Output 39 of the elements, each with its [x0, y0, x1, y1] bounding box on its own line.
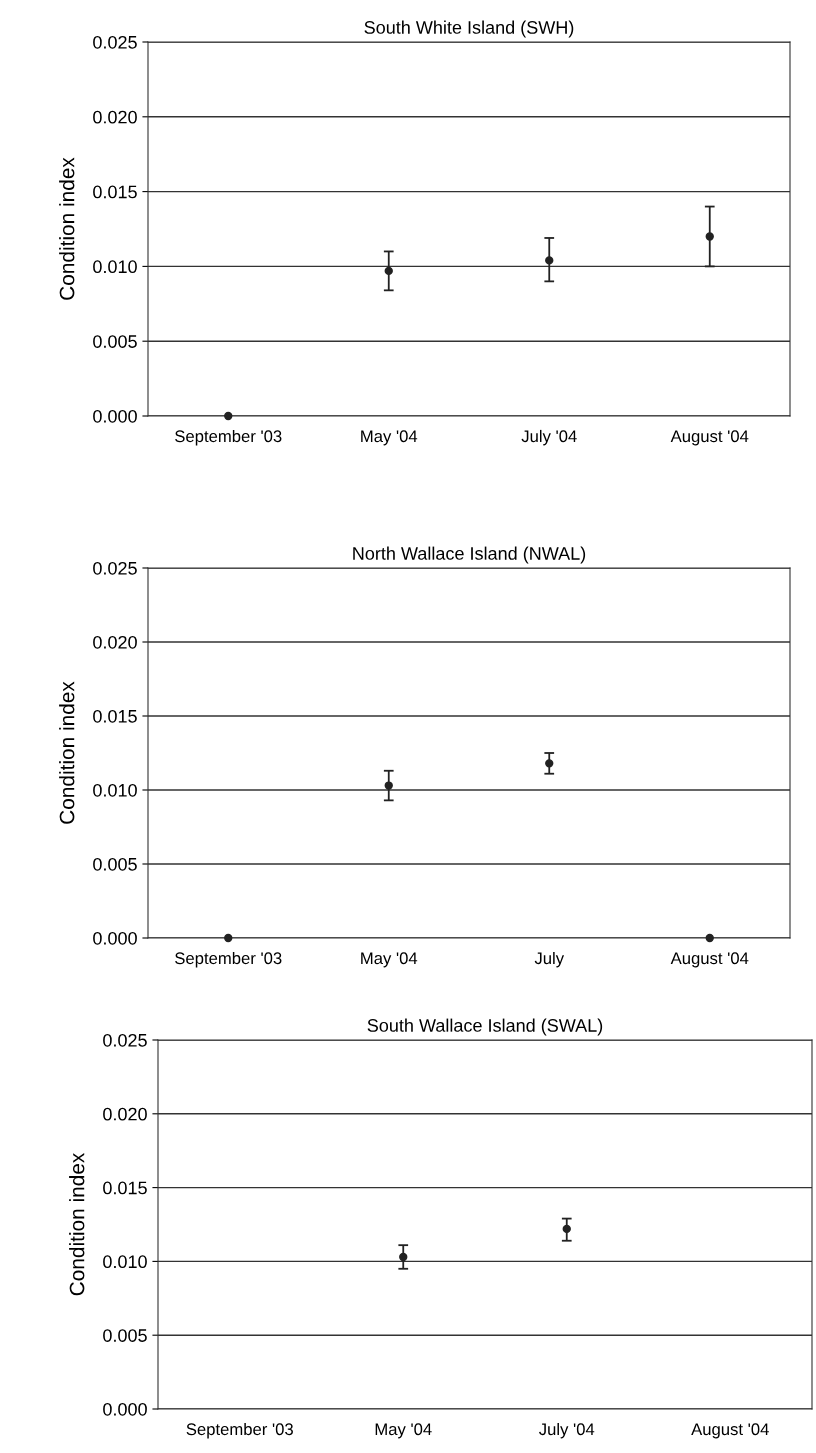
y-tick-label: 0.005: [93, 857, 137, 871]
chart-title: South Wallace Island (SWAL): [367, 1018, 603, 1036]
x-tick-label: September '03: [175, 429, 282, 446]
x-tick-label: May '04: [361, 430, 418, 446]
y-tick-label: 0.000: [93, 409, 137, 423]
y-axis-title: Condition index: [59, 681, 75, 824]
y-tick-label: 0.020: [103, 1107, 147, 1121]
y-tick-label: 0.015: [103, 1181, 147, 1195]
x-tick-label: August '04: [670, 430, 749, 446]
y-tick-label: 0.015: [93, 709, 137, 723]
y-tick-label: 0.000: [103, 1402, 147, 1416]
y-axis-title: Condition index: [69, 1152, 85, 1296]
y-tick-label: 0.010: [93, 783, 137, 797]
x-tick-label: July '04: [539, 1422, 595, 1439]
y-tick-label: 0.005: [103, 1329, 147, 1342]
y-tick-label: 0.005: [93, 335, 137, 348]
chart-title: North Wallace Island (NWAL): [353, 546, 586, 564]
x-tick-label: August '04: [691, 1423, 769, 1439]
point: [224, 933, 233, 943]
x-tick-label: September '03: [175, 951, 282, 968]
y-axis-title: Condition index: [59, 157, 75, 300]
y-tick-label: 0.025: [93, 561, 137, 575]
y-tick-label: 0.025: [93, 35, 137, 49]
x-tick-label: August '04: [670, 952, 749, 968]
y-tick-label: 0.020: [93, 635, 137, 649]
chart-title: South White Island (SWH): [364, 20, 574, 38]
y-tick-label: 0.025: [103, 1033, 147, 1047]
x-tick-label: July '04: [521, 429, 577, 446]
y-tick-label: 0.015: [93, 185, 137, 199]
y-tick-label: 0.020: [93, 110, 137, 124]
point: [224, 411, 233, 421]
x-tick-label: July: [534, 951, 565, 968]
point: [705, 933, 714, 943]
x-tick-label: September '03: [186, 1422, 293, 1439]
y-tick-label: 0.010: [93, 260, 137, 274]
y-tick-label: 0.000: [93, 931, 137, 945]
x-tick-label: May '04: [375, 1423, 432, 1439]
y-tick-label: 0.010: [103, 1255, 147, 1269]
x-tick-label: May '04: [361, 952, 418, 968]
